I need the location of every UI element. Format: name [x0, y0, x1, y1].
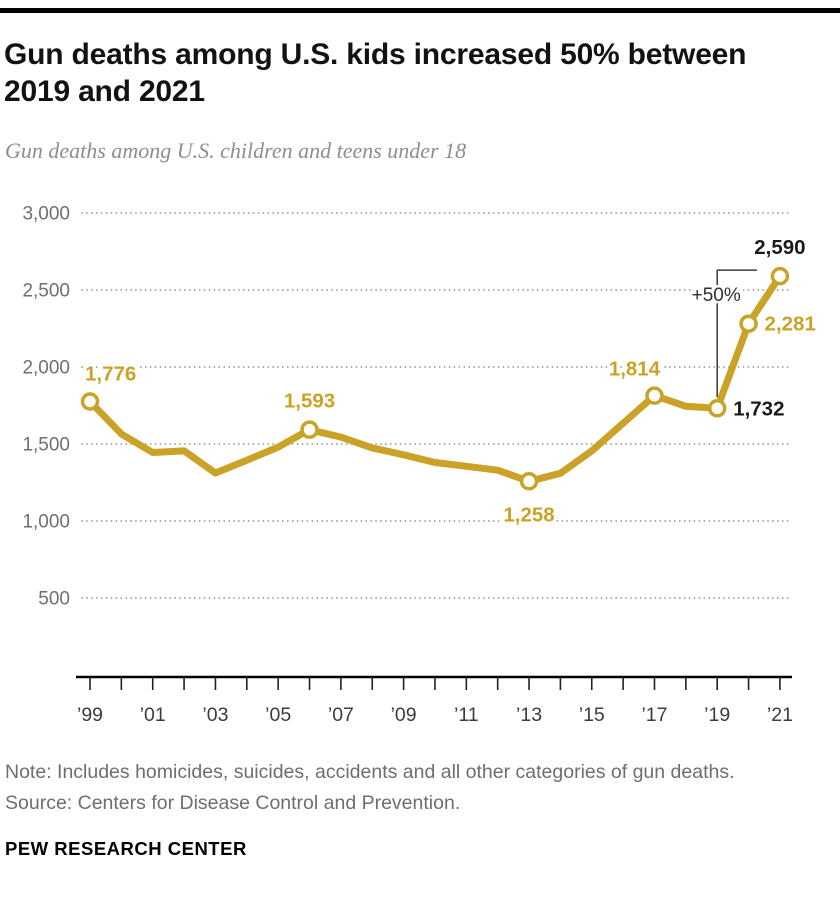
y-axis-tick-label: 2,500: [22, 281, 70, 302]
x-axis-tick-label: ’03: [202, 704, 228, 726]
line-chart-svg: 3,000 2,500 2,000 1,500 1,000 500 ’99 ’01 ’03 ’05…: [22, 204, 818, 727]
y-axis-tick-label: 500: [38, 589, 70, 610]
data-point-marker: [300, 420, 319, 439]
pct-change-annotation: +50%: [692, 285, 741, 306]
x-axis-tick-label: ’11: [454, 704, 479, 726]
data-point-marker: [80, 392, 100, 411]
x-axis-tick-label: ’13: [516, 704, 542, 726]
data-point-marker: [739, 314, 758, 333]
chart-notes: Note: Includes homicides, suicides, acci…: [5, 757, 735, 819]
x-axis-tick-label: ’05: [265, 704, 291, 726]
page-title: Gun deaths among U.S. kids increased 50%…: [4, 36, 834, 110]
top-rule: [0, 8, 840, 13]
data-point-marker: [707, 399, 727, 418]
data-point-label: 1,593: [284, 390, 335, 413]
chart-subtitle: Gun deaths among U.S. children and teens…: [5, 138, 467, 163]
data-line: [86, 272, 784, 485]
data-point-label: 2,281: [765, 313, 816, 336]
data-point-marker: [645, 386, 664, 405]
x-axis-tick-label: ’17: [641, 704, 667, 726]
x-axis-tick-label: ’07: [328, 704, 354, 726]
data-point-label: 1,814: [609, 358, 661, 381]
data-point-marker: [770, 266, 790, 286]
x-axis-tick-label: ’01: [140, 704, 166, 726]
data-point-label: 1,732: [733, 397, 784, 420]
x-axis-tick-label: ’99: [77, 704, 103, 726]
note-text: Note: Includes homicides, suicides, acci…: [5, 761, 735, 783]
y-axis-tick-label: 1,500: [22, 435, 70, 456]
y-axis-tick-label: 2,000: [22, 358, 70, 379]
y-axis-tick-label: 3,000: [22, 204, 70, 225]
data-point-label: 2,590: [754, 236, 805, 259]
title-line-1: Gun deaths among U.S. kids increased 50%…: [4, 38, 747, 71]
data-point-label: 1,776: [85, 362, 136, 385]
x-axis-tick-label: ’21: [767, 704, 793, 726]
data-point-marker: [519, 472, 539, 491]
data-point-label: 1,258: [503, 503, 554, 526]
pew-research-center-logo: PEW RESEARCH CENTER: [5, 838, 247, 859]
x-axis-tick-label: ’09: [391, 704, 417, 726]
y-axis-tick-label: 1,000: [22, 512, 70, 533]
title-line-2: 2019 and 2021: [4, 75, 205, 108]
x-axis-tick-label: ’15: [579, 704, 605, 726]
source-text: Source: Centers for Disease Control and …: [5, 792, 461, 814]
x-axis-tick-label: ’19: [704, 704, 730, 726]
